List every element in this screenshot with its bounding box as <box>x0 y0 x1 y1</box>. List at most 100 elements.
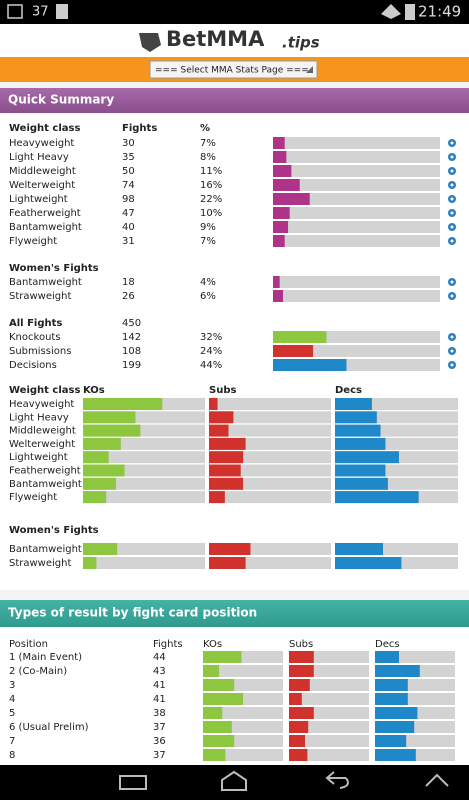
weight-class: Light Heavy <box>9 152 69 163</box>
view-icon-pupil <box>450 335 454 339</box>
card-position: 1 (Main Event) <box>9 652 82 663</box>
bar <box>209 411 234 424</box>
card-position: 6 (Usual Prelim) <box>9 722 89 733</box>
view-icon-pupil <box>450 141 454 145</box>
bar <box>375 735 407 747</box>
view-icon-pupil <box>450 349 454 353</box>
bar-track <box>273 179 440 191</box>
bar-track <box>273 137 440 149</box>
card-position: 2 (Co-Main) <box>9 666 67 677</box>
view-icon-pupil <box>450 197 454 201</box>
bar-track <box>273 235 440 247</box>
bar <box>375 665 420 677</box>
bar <box>273 151 287 163</box>
fight-count: 43 <box>153 666 166 677</box>
group-title: All Fights <box>9 318 62 329</box>
percentage: 4% <box>200 277 216 288</box>
bar <box>335 451 399 464</box>
bar-track <box>273 221 440 233</box>
bar-track <box>273 193 440 205</box>
fight-count: 18 <box>122 277 135 288</box>
bar <box>273 331 327 343</box>
bar <box>375 679 408 691</box>
weight-class: Welterweight <box>9 439 75 450</box>
weight-class: Bantamweight <box>9 222 82 233</box>
fight-count: 30 <box>122 138 135 149</box>
select-arrow[interactable] <box>306 66 313 73</box>
bar <box>203 679 235 691</box>
weight-class: Strawweight <box>9 291 71 302</box>
weight-class: Knockouts <box>9 332 61 343</box>
bar <box>289 651 314 663</box>
menu-up-button[interactable] <box>425 773 449 787</box>
card-position: 8 <box>9 750 15 761</box>
position-header <box>0 600 469 627</box>
weight-class: Decisions <box>9 360 57 371</box>
logo-suffix[interactable]: .tips <box>282 34 320 52</box>
recent-apps-button[interactable] <box>119 775 147 790</box>
bar <box>83 398 163 410</box>
bar <box>83 491 107 504</box>
bar <box>335 543 383 555</box>
percentage: 7% <box>200 138 216 149</box>
logo-main[interactable]: BetMMA <box>166 27 265 51</box>
bar <box>209 557 246 569</box>
clipboard-icon <box>56 4 68 19</box>
column-header: Decs <box>335 385 362 396</box>
gallery-icon <box>7 4 23 19</box>
bar <box>209 464 241 477</box>
fight-count: 36 <box>153 736 166 747</box>
bar <box>289 665 314 677</box>
percentage: 7% <box>200 236 216 247</box>
percentage: 44% <box>200 360 222 371</box>
percentage: 16% <box>200 180 222 191</box>
column-header: % <box>200 123 210 134</box>
bar-track <box>289 721 369 733</box>
weight-class: Heavyweight <box>9 138 74 149</box>
bar <box>273 235 285 247</box>
bar-track <box>209 491 331 504</box>
home-button[interactable] <box>221 770 247 791</box>
bar <box>203 749 226 761</box>
weight-class: Flyweight <box>9 236 57 247</box>
back-button[interactable] <box>325 771 349 789</box>
bar-track <box>273 290 440 302</box>
weight-class: Lightweight <box>9 452 68 463</box>
group-title: Women's Fights <box>9 263 99 274</box>
bar-track <box>273 207 440 219</box>
bar <box>335 557 402 569</box>
bar-track <box>273 345 440 357</box>
bar <box>83 451 109 464</box>
page-select[interactable] <box>149 60 318 79</box>
fight-count: 47 <box>122 208 135 219</box>
bar-track <box>289 749 369 761</box>
section-title: Types of result by fight card position <box>8 606 257 620</box>
logo-glove[interactable] <box>139 33 161 52</box>
bar <box>203 651 242 663</box>
card-position: 5 <box>9 708 15 719</box>
bar <box>203 721 232 733</box>
bar-track <box>209 411 331 424</box>
bar-track <box>209 398 331 410</box>
bar <box>335 491 419 504</box>
column-header: Weight class <box>9 385 80 396</box>
bar <box>273 207 290 219</box>
bar <box>375 651 399 663</box>
weight-class: Middleweight <box>9 166 76 177</box>
view-icon-pupil <box>450 225 454 229</box>
card-position: 3 <box>9 680 15 691</box>
bar <box>273 221 289 233</box>
bar <box>375 707 418 719</box>
bar <box>335 411 377 424</box>
percentage: 24% <box>200 346 222 357</box>
bar <box>273 345 314 357</box>
page-select-label[interactable]: === Select MMA Stats Page === <box>155 66 309 76</box>
bar <box>273 290 284 302</box>
weight-class: Featherweight <box>9 466 81 477</box>
percentage: 10% <box>200 208 222 219</box>
percentage: 32% <box>200 332 222 343</box>
bar <box>289 749 308 761</box>
bar <box>83 477 116 490</box>
view-icon-pupil <box>450 183 454 187</box>
bar <box>335 477 388 490</box>
